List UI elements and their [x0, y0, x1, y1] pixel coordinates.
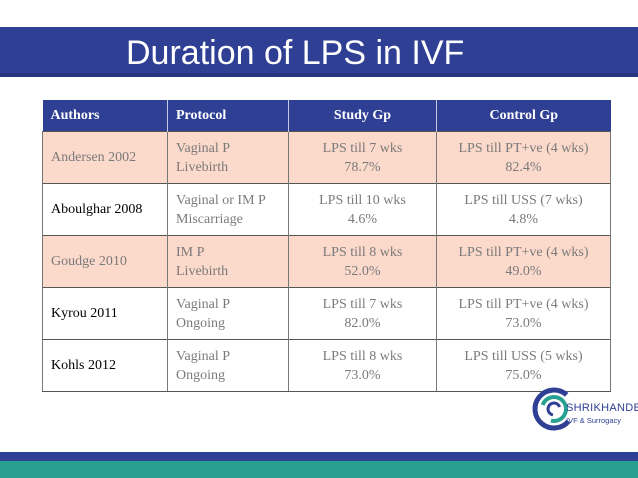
cell-protocol: IM P Livebirth [167, 235, 289, 288]
protocol-outcome: Ongoing [176, 367, 225, 383]
cell-study: LPS till 8 wks 73.0% [288, 339, 437, 392]
protocol-route: IM P [176, 244, 205, 260]
protocol-route: Vaginal P [176, 296, 231, 312]
protocol-route: Vaginal P [176, 140, 231, 156]
study-rate: 78.7% [344, 159, 381, 175]
logo-tagline: IVF & Surrogacy [566, 416, 622, 425]
cell-author: Kohls 2012 [42, 339, 168, 392]
study-rate: 52.0% [344, 263, 381, 279]
study-duration: LPS till 8 wks [322, 348, 403, 364]
cell-protocol: Vaginal P Livebirth [167, 131, 289, 184]
title-band [0, 27, 638, 77]
header-control-gp: Control Gp [436, 100, 611, 132]
lps-table: Authors Protocol Study Gp Control Gp And… [42, 100, 611, 392]
cell-author: Andersen 2002 [42, 131, 168, 184]
table-row: Kyrou 2011 Vaginal P Ongoing LPS till 7 w… [42, 287, 611, 340]
protocol-outcome: Livebirth [176, 159, 229, 175]
control-duration: LPS till PT+ve (4 wks) [458, 140, 589, 156]
control-rate: 75.0% [505, 367, 542, 383]
cell-protocol: Vaginal or IM P Miscarriage [167, 183, 289, 236]
footer-band-blue [0, 452, 638, 461]
control-rate: 4.8% [508, 211, 539, 227]
study-rate: 82.0% [344, 315, 381, 331]
cell-author: Goudge 2010 [42, 235, 168, 288]
control-duration: LPS till USS (7 wks) [464, 192, 583, 208]
table-row: Kohls 2012 Vaginal P Ongoing LPS till 8 w… [42, 339, 611, 392]
cell-author: Kyrou 2011 [42, 287, 168, 340]
slide-title: Duration of LPS in IVF [126, 34, 465, 72]
footer-band-teal [0, 461, 638, 478]
cell-control: LPS till PT+ve (4 wks) 49.0% [436, 235, 611, 288]
cell-study: LPS till 10 wks 4.6% [288, 183, 437, 236]
protocol-route: Vaginal P [176, 348, 231, 364]
study-duration: LPS till 8 wks [322, 244, 403, 260]
cell-protocol: Vaginal P Ongoing [167, 339, 289, 392]
cell-study: LPS till 7 wks 78.7% [288, 131, 437, 184]
control-duration: LPS till PT+ve (4 wks) [458, 244, 589, 260]
control-rate: 82.4% [505, 159, 542, 175]
logo-name: SHRIKHANDE [566, 402, 638, 414]
cell-control: LPS till USS (5 wks) 75.0% [436, 339, 611, 392]
table-header-row: Authors Protocol Study Gp Control Gp [42, 100, 611, 132]
table-row: Goudge 2010 IM P Livebirth LPS till 8 wks… [42, 235, 611, 288]
header-protocol: Protocol [167, 100, 289, 132]
header-authors: Authors [42, 100, 168, 132]
study-duration: LPS till 10 wks [319, 192, 406, 208]
control-duration: LPS till PT+ve (4 wks) [458, 296, 589, 312]
cell-control: LPS till PT+ve (4 wks) 73.0% [436, 287, 611, 340]
cell-protocol: Vaginal P Ongoing [167, 287, 289, 340]
study-rate: 73.0% [344, 367, 381, 383]
table-row: Aboulghar 2008 Vaginal or IM P Miscarriag… [42, 183, 611, 236]
protocol-outcome: Ongoing [176, 315, 225, 331]
header-study-gp: Study Gp [288, 100, 437, 132]
control-rate: 73.0% [505, 315, 542, 331]
protocol-outcome: Miscarriage [176, 211, 243, 227]
table-row: Andersen 2002 Vaginal P Livebirth LPS til… [42, 131, 611, 184]
study-rate: 4.6% [347, 211, 378, 227]
control-rate: 49.0% [505, 263, 542, 279]
study-duration: LPS till 7 wks [322, 140, 403, 156]
cell-study: LPS till 8 wks 52.0% [288, 235, 437, 288]
cell-author: Aboulghar 2008 [42, 183, 168, 236]
protocol-outcome: Livebirth [176, 263, 229, 279]
clinic-logo: SHRIKHANDE IVF & Surrogacy [530, 382, 638, 442]
cell-control: LPS till PT+ve (4 wks) 82.4% [436, 131, 611, 184]
control-duration: LPS till USS (5 wks) [464, 348, 583, 364]
study-duration: LPS till 7 wks [322, 296, 403, 312]
protocol-route: Vaginal or IM P [176, 192, 266, 208]
cell-study: LPS till 7 wks 82.0% [288, 287, 437, 340]
cell-control: LPS till USS (7 wks) 4.8% [436, 183, 611, 236]
ring-logo-icon [532, 387, 576, 431]
